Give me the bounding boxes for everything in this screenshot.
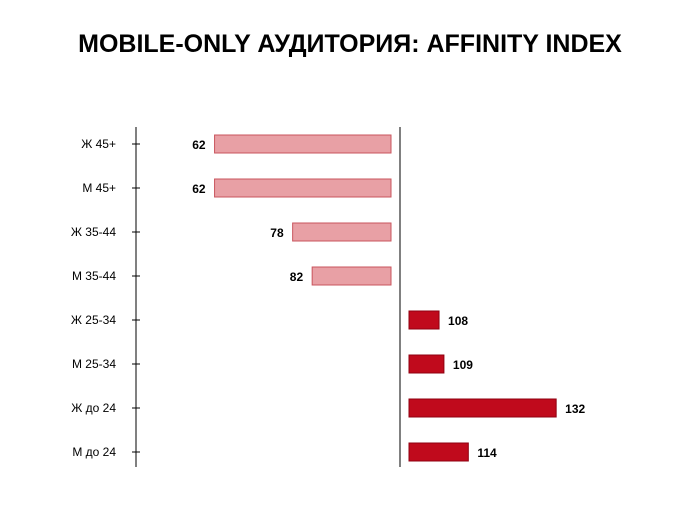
bar <box>311 266 392 286</box>
bar <box>408 398 557 418</box>
value-label: 108 <box>448 314 468 328</box>
value-label: 78 <box>270 226 284 240</box>
value-label: 109 <box>453 358 473 372</box>
chart-title: MOBILE-ONLY АУДИТОРИЯ: AFFINITY INDEX <box>78 30 622 58</box>
category-label: М 35-44 <box>72 269 116 283</box>
category-label: Ж 45+ <box>81 137 116 151</box>
value-label: 132 <box>565 402 585 416</box>
bar <box>292 222 392 242</box>
bar <box>408 310 440 330</box>
bars: 62 62 78 82 108 109 132 114 <box>192 134 586 462</box>
bar <box>214 134 392 154</box>
category-axis: Ж 45+ М 45+ Ж 35-44 М 35-44 Ж 25-34 М 25-34 Ж … <box>71 127 140 467</box>
category-label: Ж 25-34 <box>71 313 116 327</box>
category-label: Ж 35-44 <box>71 225 116 239</box>
category-label: М до 24 <box>72 445 116 459</box>
value-label: 82 <box>290 270 304 284</box>
value-label: 114 <box>477 446 497 460</box>
category-label: М 25-34 <box>72 357 116 371</box>
value-label: 62 <box>192 138 206 152</box>
bar <box>408 354 445 374</box>
category-label: М 45+ <box>82 181 116 195</box>
category-label: Ж до 24 <box>71 401 116 415</box>
value-label: 62 <box>192 182 206 196</box>
bar <box>408 442 469 462</box>
bar <box>214 178 392 198</box>
